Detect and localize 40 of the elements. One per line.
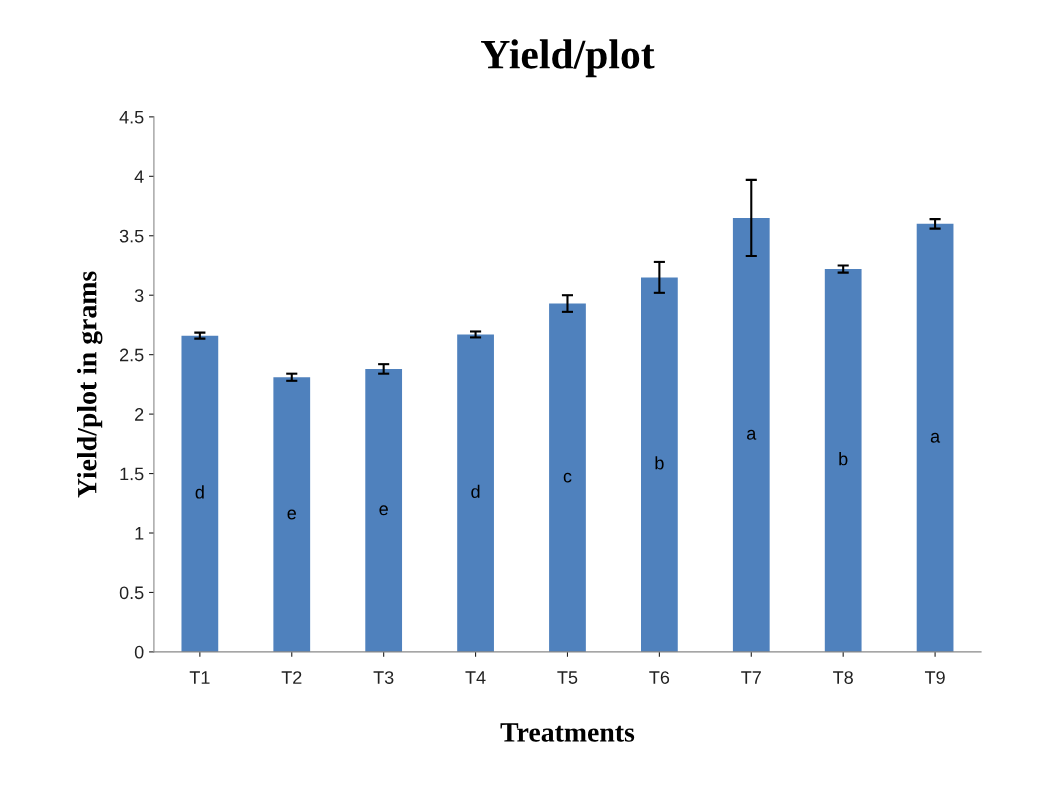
x-tick-label: T5 <box>557 671 578 684</box>
y-tick-label: 3 <box>134 289 144 302</box>
x-axis-title: Treatments <box>500 723 635 742</box>
x-tick-label: T1 <box>189 671 210 684</box>
data-label: b <box>655 456 664 470</box>
data-label: e <box>379 505 388 516</box>
y-tick-label: 4 <box>134 170 144 183</box>
y-tick-label: 1.5 <box>120 467 144 481</box>
y-tick-label: 3.5 <box>119 229 144 243</box>
y-tick-label: 2.5 <box>120 348 144 362</box>
x-tick-label: T4 <box>465 671 486 684</box>
chart-title: Yield/plot <box>481 39 655 78</box>
x-tick-label: T6 <box>649 671 670 684</box>
bar <box>824 269 862 652</box>
data-label: d <box>195 485 204 499</box>
x-tick-label: T2 <box>281 671 302 684</box>
data-label: d <box>471 484 480 499</box>
bar <box>273 377 311 652</box>
y-tick-label: 2 <box>135 408 144 421</box>
bar <box>457 334 494 652</box>
x-tick-label: T9 <box>924 671 945 684</box>
data-label: a <box>930 432 941 443</box>
y-axis-title: Yield/plot in grams <box>77 271 103 498</box>
y-tick-label: 0.5 <box>119 586 144 600</box>
x-tick-label: T8 <box>833 671 853 684</box>
bar <box>916 223 954 652</box>
x-tick-label: T7 <box>741 671 761 684</box>
y-tick-label: 4.5 <box>119 110 144 124</box>
data-label: b <box>839 452 848 466</box>
bar <box>732 217 770 652</box>
x-tick-label: T3 <box>373 671 394 684</box>
bar <box>365 368 403 652</box>
bar <box>181 335 219 652</box>
bar <box>549 303 586 652</box>
y-tick-label: 1 <box>135 527 144 540</box>
bar <box>641 277 678 652</box>
y-tick-label: 0 <box>134 645 144 659</box>
data-label: a <box>747 429 757 440</box>
data-label: c <box>563 472 572 483</box>
data-label: e <box>287 509 296 520</box>
